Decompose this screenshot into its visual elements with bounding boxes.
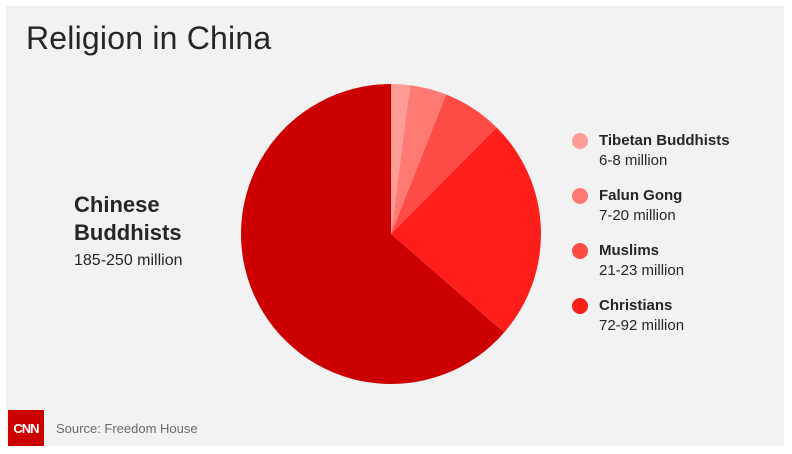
pie-slice-falun-gong: [391, 85, 447, 235]
callout-name: Chinese Buddhists: [74, 192, 182, 245]
legend-item-falun-gong: Falun Gong 7-20 million: [572, 187, 777, 242]
chart-card: Religion in China Chinese Buddhists 185-…: [6, 6, 784, 446]
pie-slice-christians: [391, 127, 542, 333]
source-note: Source: Freedom House: [56, 421, 198, 436]
legend-value: 6-8 million: [599, 152, 668, 169]
legend-value: 72-92 million: [599, 317, 685, 334]
legend-name: Muslims: [599, 242, 660, 259]
legend-item-muslims: Muslims 21-23 million: [572, 242, 777, 297]
pie-slice-muslims: [391, 94, 497, 234]
legend-item-tibetan-buddhists: Tibetan Buddhists 6-8 million: [572, 132, 777, 187]
pie-slice-chinese-buddhists: [241, 84, 505, 384]
footer: CNN Source: Freedom House: [6, 410, 406, 446]
chart-title: Religion in China: [26, 20, 272, 56]
legend-value: 7-20 million: [599, 207, 676, 224]
legend-dot: [572, 133, 588, 149]
legend-name: Tibetan Buddhists: [599, 132, 730, 149]
legend-name: Falun Gong: [599, 187, 683, 204]
legend-dot: [572, 188, 588, 204]
legend: Tibetan Buddhists 6-8 million Falun Gong…: [572, 132, 777, 352]
pie-chart: [241, 84, 542, 384]
legend-value: 21-23 million: [599, 262, 685, 279]
legend-item-christians: Christians 72-92 million: [572, 297, 777, 352]
legend-dot: [572, 243, 588, 259]
cnn-logo: CNN: [8, 410, 44, 446]
pie-slice-tibetan-buddhists: [391, 84, 411, 234]
legend-name: Christians: [599, 297, 673, 314]
callout-value: 185-250 million: [74, 252, 183, 269]
legend-dot: [572, 298, 588, 314]
largest-slice-callout: Chinese Buddhists 185-250 million: [74, 191, 234, 270]
